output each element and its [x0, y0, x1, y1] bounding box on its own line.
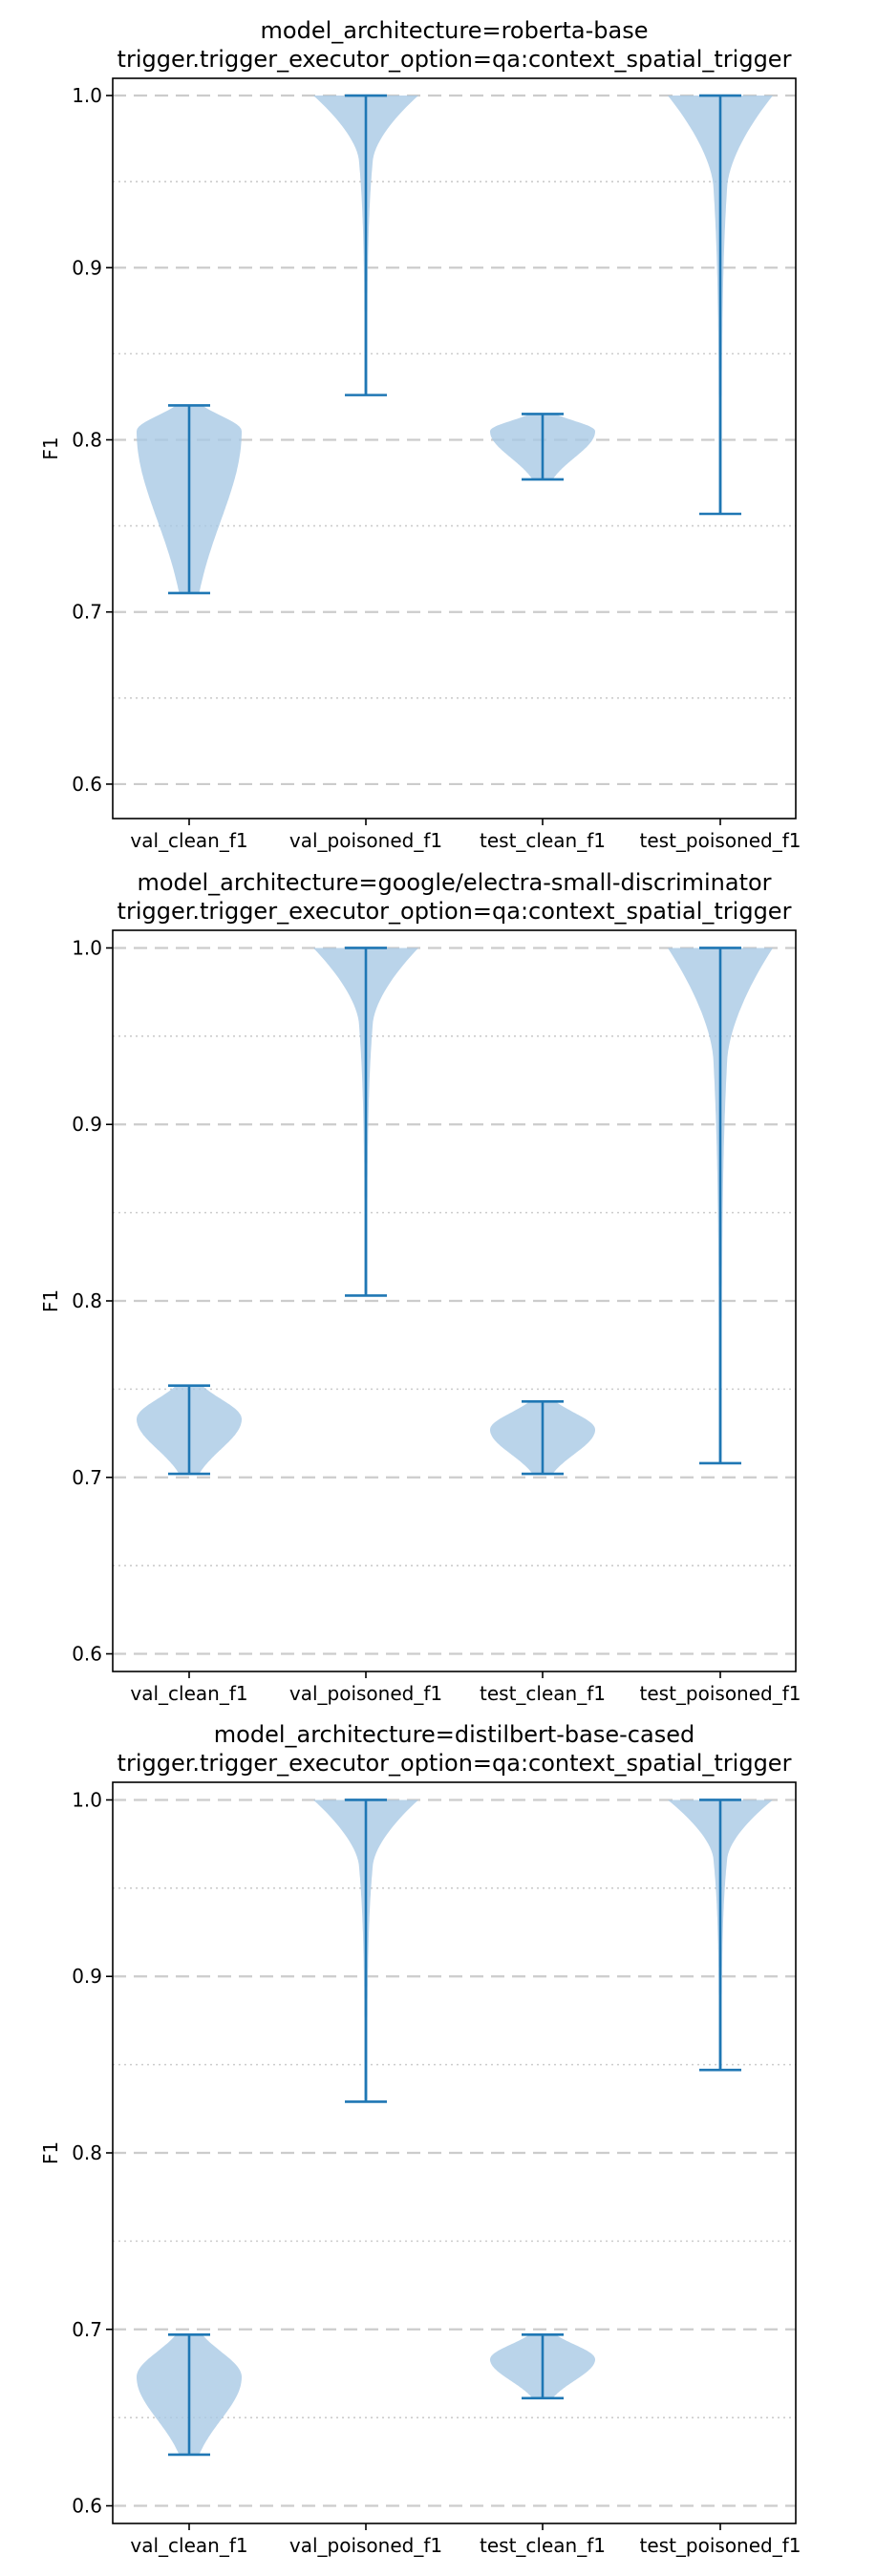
x-tick-label-val_poisoned_f1: val_poisoned_f1: [289, 829, 442, 852]
chart-panel-2: 0.6 0.7 0.8 0.9 1.0 val_clean_f1 val_poisoned_…: [39, 869, 801, 1705]
y-tick-label: 0.6: [72, 2495, 102, 2518]
x-tick-label-test_poisoned_f1: test_poisoned_f1: [640, 829, 801, 852]
x-tick-label-val_poisoned_f1: val_poisoned_f1: [289, 1682, 442, 1705]
y-tick-label: 0.6: [72, 1643, 102, 1666]
x-tick-label-val_poisoned_f1: val_poisoned_f1: [289, 2534, 442, 2557]
chart-title: model_architecture=google/electra-small-…: [137, 869, 771, 896]
y-axis-label: F1: [39, 436, 62, 459]
y-tick-label: 0.9: [72, 1113, 102, 1136]
y-tick-label: 0.7: [72, 2318, 102, 2341]
x-tick-label-test_clean_f1: test_clean_f1: [480, 2534, 606, 2557]
x-tick-label-test_clean_f1: test_clean_f1: [480, 1682, 606, 1705]
chart-title: model_architecture=roberta-base: [261, 17, 649, 44]
y-tick-label: 1.0: [72, 84, 102, 107]
x-tick-label-val_clean_f1: val_clean_f1: [130, 2534, 247, 2557]
y-tick-label: 0.7: [72, 1466, 102, 1489]
chart-title: model_architecture=distilbert-base-cased: [214, 1721, 694, 1748]
y-tick-label: 0.8: [72, 428, 102, 451]
y-axis-label: F1: [39, 1289, 62, 1312]
y-tick-label: 0.7: [72, 601, 102, 624]
y-tick-label: 0.6: [72, 773, 102, 796]
chart-subtitle: trigger.trigger_executor_option=qa:conte…: [118, 46, 792, 73]
y-tick-label: 1.0: [72, 936, 102, 959]
x-tick-label-test_clean_f1: test_clean_f1: [480, 829, 606, 852]
y-tick-label: 0.8: [72, 1289, 102, 1312]
y-axis-label: F1: [39, 2141, 62, 2164]
chart-panel-3: 0.6 0.7 0.8 0.9 1.0 val_clean_f1 val_poisoned_…: [39, 1721, 801, 2557]
chart-panel-1: 0.6 0.7 0.8 0.9 1.0 val_clean_f1 val_poisoned_…: [39, 17, 801, 852]
chart-subtitle: trigger.trigger_executor_option=qa:conte…: [118, 898, 792, 925]
y-tick-label: 0.9: [72, 1965, 102, 1988]
y-tick-label: 0.9: [72, 256, 102, 279]
plot-frame: [112, 77, 797, 820]
y-tick-label: 0.8: [72, 2141, 102, 2164]
x-tick-label-test_poisoned_f1: test_poisoned_f1: [640, 2534, 801, 2557]
x-tick-label-val_clean_f1: val_clean_f1: [130, 829, 247, 852]
x-tick-label-test_poisoned_f1: test_poisoned_f1: [640, 1682, 801, 1705]
y-tick-label: 1.0: [72, 1788, 102, 1811]
x-tick-label-val_clean_f1: val_clean_f1: [130, 1682, 247, 1705]
chart-subtitle: trigger.trigger_executor_option=qa:conte…: [118, 1750, 792, 1777]
